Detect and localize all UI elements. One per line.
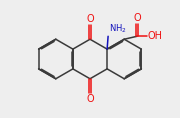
Text: O: O <box>133 13 141 23</box>
Text: OH: OH <box>148 31 163 41</box>
Text: NH$_2$: NH$_2$ <box>109 23 126 35</box>
Text: O: O <box>86 94 94 104</box>
Text: O: O <box>86 14 94 24</box>
